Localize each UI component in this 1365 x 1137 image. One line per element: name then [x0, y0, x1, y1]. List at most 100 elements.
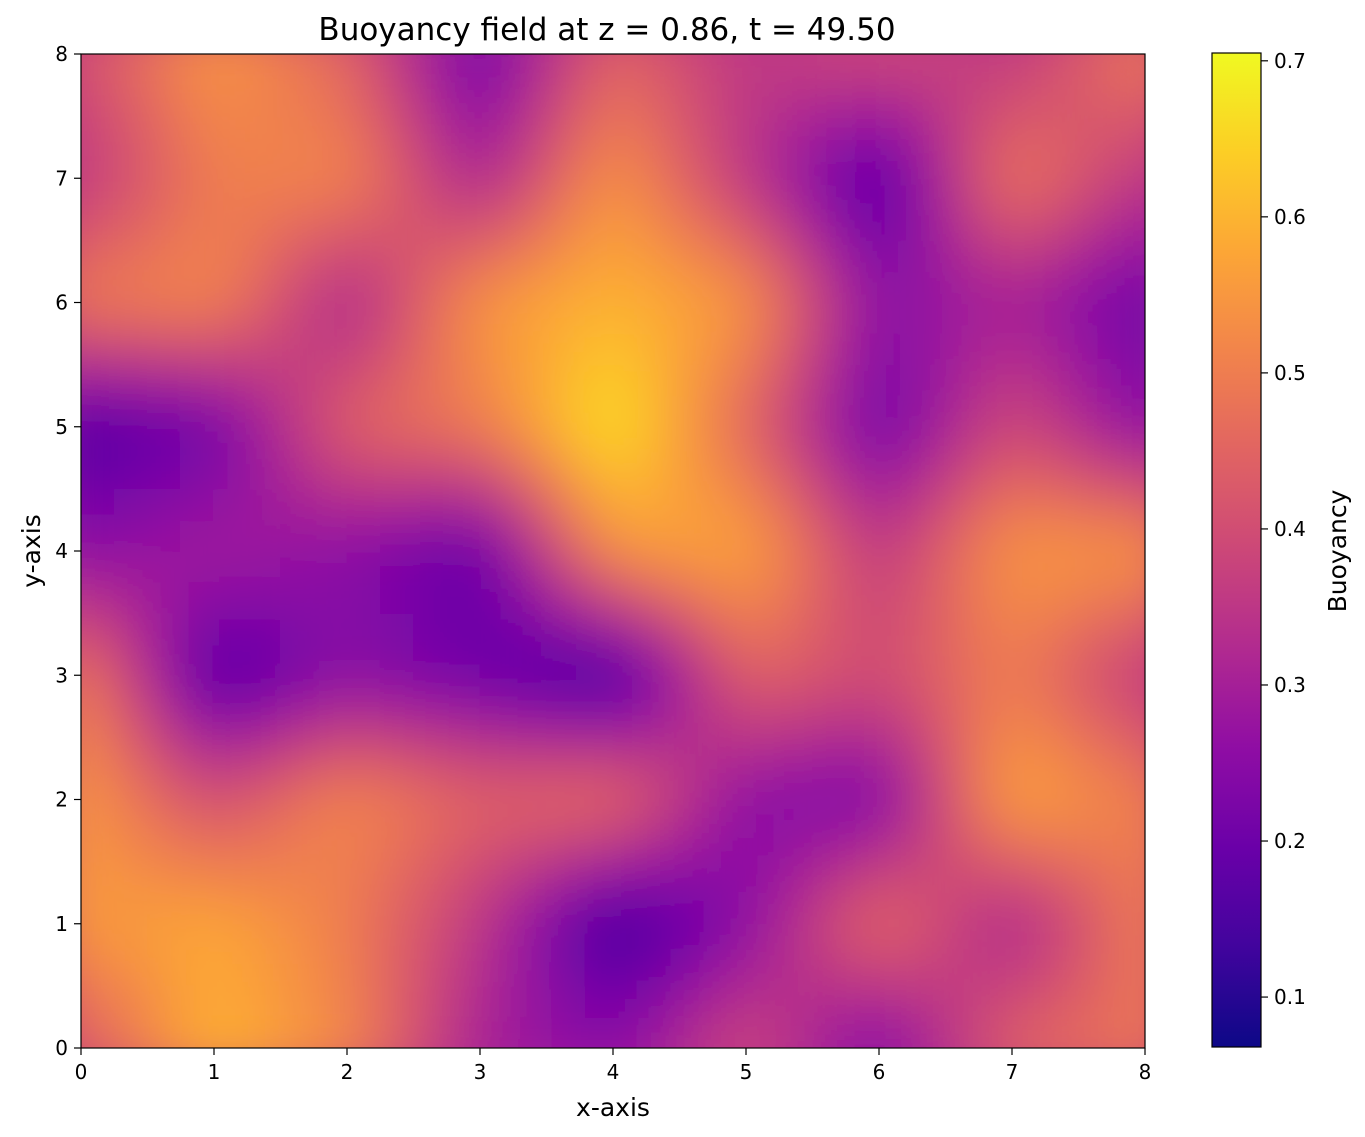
- heatmap-cell: [479, 146, 514, 179]
- heatmap-cell: [280, 146, 315, 179]
- heatmap-cell: [180, 333, 215, 366]
- heatmap-cell: [313, 674, 348, 707]
- heatmap-cell: [945, 736, 980, 769]
- heatmap-cell: [645, 581, 680, 614]
- heatmap-cell: [945, 767, 980, 800]
- heatmap-cell: [479, 177, 514, 210]
- heatmap-cell: [612, 270, 647, 303]
- heatmap-cell: [346, 954, 381, 987]
- heatmap-cell: [246, 488, 281, 521]
- heatmap-cell: [712, 84, 747, 117]
- heatmap-cell: [845, 985, 880, 1018]
- heatmap-cell: [81, 830, 115, 863]
- heatmap-cell: [147, 177, 182, 210]
- heatmap-cell: [180, 954, 215, 987]
- heatmap-cell: [81, 84, 82, 117]
- heatmap-cell: [180, 923, 215, 956]
- heatmap-cell: [1044, 954, 1079, 987]
- heatmap-cell: [446, 736, 481, 769]
- heatmap-cell: [1044, 1016, 1079, 1048]
- heatmap-cell: [712, 736, 747, 769]
- heatmap-cell: [379, 115, 414, 148]
- heatmap-cell: [147, 84, 182, 117]
- heatmap-cell: [180, 861, 215, 894]
- heatmap-cell: [546, 799, 581, 832]
- heatmap-cell: [180, 736, 215, 769]
- heatmap-cell: [612, 612, 647, 645]
- heatmap-cell: [845, 892, 880, 925]
- y-axis-label: y-axis: [17, 514, 46, 587]
- heatmap-cell: [113, 643, 148, 676]
- heatmap-cell: [845, 954, 880, 987]
- heatmap-cell: [1011, 333, 1046, 366]
- heatmap-cell: [778, 1047, 813, 1048]
- heatmap-cell: [213, 767, 248, 800]
- heatmap-cell: [778, 488, 813, 521]
- heatmap-cell: [81, 177, 115, 210]
- heatmap-cell: [878, 426, 913, 459]
- heatmap-cell: [778, 767, 813, 800]
- heatmap-cell: [313, 985, 348, 1018]
- heatmap-cell: [745, 239, 780, 272]
- heatmap-cell: [679, 612, 714, 645]
- heatmap-cell: [147, 674, 182, 707]
- heatmap-cell: [645, 830, 680, 863]
- heatmap-cell: [845, 705, 880, 738]
- heatmap-cell: [213, 302, 248, 335]
- heatmap-cell: [745, 674, 780, 707]
- heatmap-cell: [446, 146, 481, 179]
- heatmap-cell: [546, 705, 581, 738]
- heatmap-cell: [81, 333, 115, 366]
- heatmap-cell: [346, 736, 381, 769]
- heatmap-cell: [679, 799, 714, 832]
- heatmap-cell: [679, 239, 714, 272]
- heatmap-cell: [546, 643, 581, 676]
- heatmap-cell: [446, 799, 481, 832]
- heatmap-cell: [1078, 767, 1113, 800]
- heatmap-cell: [346, 84, 381, 117]
- heatmap-cell: [1044, 799, 1079, 832]
- heatmap-cell: [1078, 674, 1113, 707]
- heatmap-cell: [512, 643, 547, 676]
- heatmap-cell: [945, 395, 980, 428]
- heatmap-cell: [612, 364, 647, 397]
- heatmap-cell: [579, 705, 614, 738]
- heatmap-cell: [579, 643, 614, 676]
- heatmap-cell: [1011, 954, 1046, 987]
- heatmap-cell: [778, 892, 813, 925]
- heatmap-cell: [579, 892, 614, 925]
- heatmap-cell: [81, 581, 115, 614]
- heatmap-cell: [1078, 923, 1113, 956]
- heatmap-cell: [346, 830, 381, 863]
- heatmap-cell: [246, 550, 281, 583]
- heatmap-cell: [1044, 1047, 1079, 1048]
- heatmap-cell: [313, 54, 348, 86]
- heatmap-cell: [1111, 985, 1145, 1018]
- heatmap-cell: [645, 239, 680, 272]
- heatmap-cell: [546, 861, 581, 894]
- heatmap-cell: [1111, 830, 1145, 863]
- heatmap-cell: [612, 302, 647, 335]
- heatmap-cell: [379, 923, 414, 956]
- heatmap-cell: [512, 612, 547, 645]
- heatmap-cell: [812, 799, 847, 832]
- heatmap-cell: [778, 270, 813, 303]
- heatmap-cell: [1144, 146, 1145, 179]
- heatmap-cell: [911, 799, 946, 832]
- heatmap-cell: [246, 736, 281, 769]
- heatmap-cell: [147, 581, 182, 614]
- heatmap-cell: [213, 54, 248, 86]
- heatmap-cell: [313, 270, 348, 303]
- heatmap-cell: [280, 457, 315, 490]
- colorbar-tick-label: 0.5: [1274, 361, 1306, 385]
- heatmap-cell: [180, 364, 215, 397]
- heatmap-cell: [512, 519, 547, 552]
- heatmap-cell: [1011, 705, 1046, 738]
- heatmap-cell: [313, 333, 348, 366]
- heatmap-cell: [1111, 177, 1145, 210]
- heatmap-cell: [313, 302, 348, 335]
- heatmap-cell: [712, 581, 747, 614]
- heatmap-cell: [479, 612, 514, 645]
- heatmap-cell: [579, 985, 614, 1018]
- heatmap-cell: [812, 115, 847, 148]
